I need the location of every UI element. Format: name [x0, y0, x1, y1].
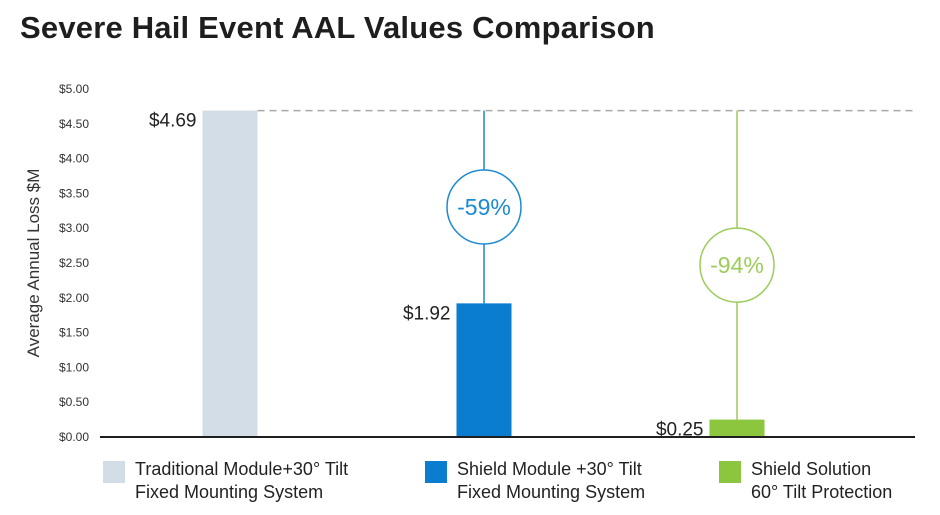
y-tick-label: $3.00	[59, 221, 89, 235]
y-tick-label: $3.50	[59, 186, 89, 200]
y-tick-label: $0.50	[59, 395, 89, 409]
legend-swatch-traditional	[103, 461, 125, 483]
legend-label: Traditional Module+30° Tilt	[135, 459, 349, 479]
chart-title: Severe Hail Event AAL Values Comparison	[20, 10, 655, 45]
bar	[456, 303, 512, 437]
bar-value-label: $4.69	[149, 111, 197, 132]
y-tick-label: $5.00	[59, 82, 89, 96]
bar	[202, 110, 258, 438]
legend-item-shield-solution: Shield Solution 60° Tilt Protection	[719, 458, 892, 504]
legend-label: 60° Tilt Protection	[751, 482, 893, 502]
y-tick-label: $2.50	[59, 256, 89, 270]
chart-area: $0.00 $0.50 $1.00 $1.50 $2.00 $2.50 $3.00 $3.50…	[24, 82, 915, 444]
y-axis-title: Average Annual Loss $M	[24, 169, 43, 358]
y-tick-label: $1.50	[59, 326, 89, 340]
bar-value-label: $1.92	[403, 303, 451, 324]
legend-label: Shield Solution	[751, 459, 872, 479]
y-tick-label: $2.00	[59, 291, 89, 305]
legend-swatch-shield-solution	[719, 461, 741, 483]
reduction-label: -94%	[710, 252, 764, 278]
y-tick-label: $1.00	[59, 360, 89, 374]
legend-item-shield-module: Shield Module +30° Tilt Fixed Mounting S…	[425, 458, 645, 504]
reduction-circle	[446, 169, 522, 245]
legend-label: Fixed Mounting System	[457, 482, 646, 502]
y-tick-label: $4.50	[59, 117, 89, 131]
legend-swatch-shield-module	[425, 461, 447, 483]
y-tick-label: $0.00	[59, 430, 89, 444]
legend-label: Shield Module +30° Tilt	[457, 459, 642, 479]
legend-label: Fixed Mounting System	[135, 482, 324, 502]
reduction-circle	[699, 227, 775, 303]
bar-value-label: $0.25	[656, 420, 704, 441]
bar	[709, 419, 765, 437]
y-tick-label: $4.00	[59, 152, 89, 166]
legend-item-traditional: Traditional Module+30° Tilt Fixed Mounti…	[103, 458, 348, 504]
reduction-label: -59%	[457, 194, 511, 220]
